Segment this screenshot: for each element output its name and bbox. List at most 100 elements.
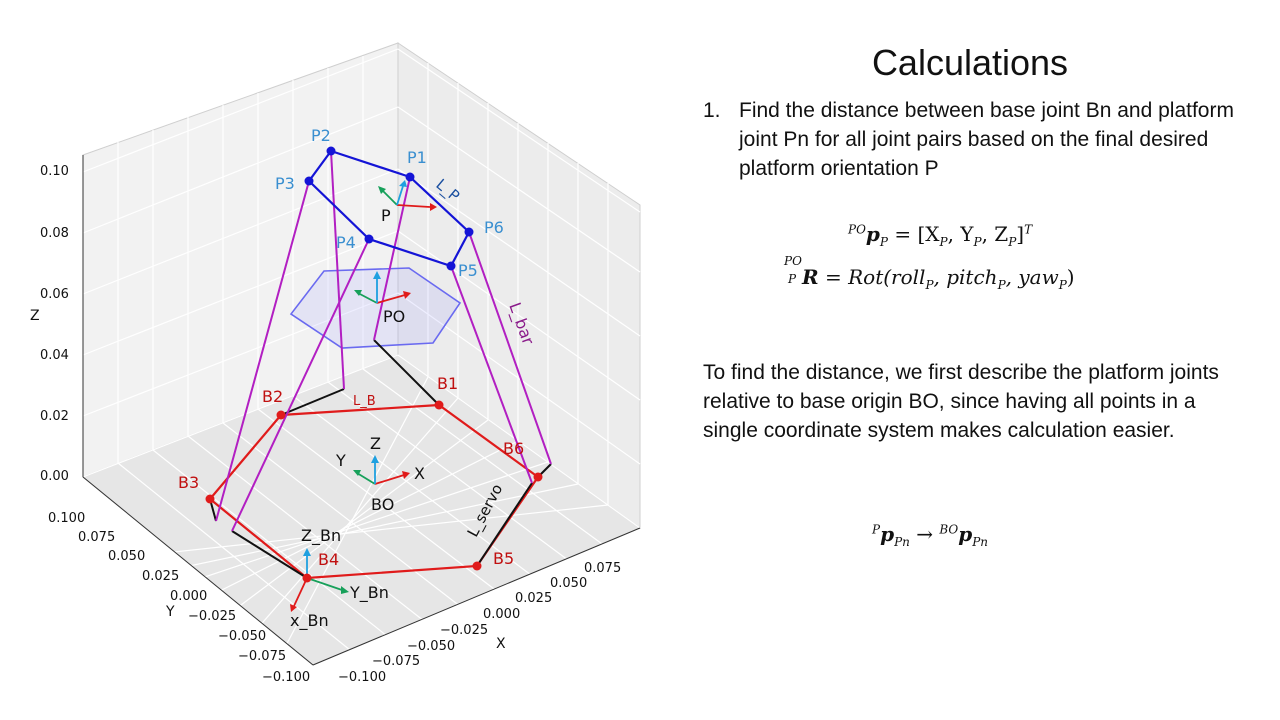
- base-joints: [205, 400, 543, 583]
- z-tick: 0.04: [40, 348, 69, 363]
- y-axis: 0.100 0.075 0.050 0.025 0.000 −0.025 −0.…: [48, 476, 314, 685]
- label-B6: B6: [503, 439, 524, 458]
- eq2-mid1: , pitch: [933, 265, 998, 289]
- joint-B3: [205, 494, 215, 504]
- eq2-pre-dn: P: [788, 272, 797, 286]
- platform-origin-hexagon: [289, 267, 462, 349]
- label-Z: Z: [370, 434, 381, 453]
- explanation-paragraph: To find the distance, we first describe …: [703, 361, 1219, 442]
- z-axis: 0.00 0.02 0.04 0.06 0.08 0.10 Z: [30, 155, 84, 484]
- eq2-end: ): [1066, 265, 1075, 289]
- joint-P4: [364, 234, 374, 244]
- joint-P1: [405, 172, 415, 182]
- label-x_Bn: x_Bn: [290, 611, 329, 631]
- z-tick: 0.00: [40, 469, 69, 484]
- eq2-lhs: R: [802, 265, 819, 289]
- y-tick: −0.075: [238, 649, 286, 664]
- label-Z_Bn: Z_Bn: [301, 526, 341, 546]
- eq2-pre-up: PO: [784, 254, 802, 268]
- platform-joints: [304, 146, 474, 271]
- eq2-sub3: P: [1058, 278, 1067, 292]
- eq3-pre1: P: [872, 522, 881, 537]
- eq2-sub1: P: [925, 278, 934, 292]
- eq3-pre2: BO: [939, 522, 959, 537]
- label-P6: P6: [484, 218, 504, 237]
- joint-P3: [304, 176, 314, 186]
- joint-P5: [446, 261, 456, 271]
- x-tick: −0.075: [372, 654, 420, 669]
- z-tick: 0.02: [40, 409, 69, 424]
- eq3-sub2: Pn: [972, 535, 989, 549]
- label-X: X: [414, 464, 425, 483]
- frame-BO: [353, 455, 410, 485]
- label-B4: B4: [318, 550, 339, 569]
- eq1-close: ]: [1016, 222, 1025, 246]
- eq1-lhs: p: [865, 222, 880, 246]
- joint-P2: [326, 146, 336, 156]
- bars: [215, 150, 552, 532]
- x-tick: 0.050: [550, 576, 587, 591]
- label-P3: P3: [275, 174, 295, 193]
- eq1-rhs: = [X: [894, 222, 940, 246]
- x-tick: −0.100: [338, 670, 386, 685]
- x-tick: 0.000: [483, 607, 520, 622]
- z-axis-label: Z: [30, 308, 40, 324]
- label-P4: P4: [336, 233, 356, 252]
- step-1: 1. Find the distance between base joint …: [703, 96, 1243, 183]
- z-tick: 0.08: [40, 226, 69, 241]
- frame-Bn: [290, 548, 349, 612]
- eq2-rhs: = Rot(roll: [824, 265, 926, 289]
- label-P1: P1: [407, 148, 427, 167]
- y-tick: −0.100: [262, 670, 310, 685]
- eq1-pre: PO: [848, 222, 866, 237]
- eq1-sup: T: [1024, 222, 1033, 237]
- label-B2: B2: [262, 387, 283, 406]
- x-tick: 0.025: [515, 591, 552, 606]
- eq2-pre: PO P: [784, 254, 802, 286]
- eq1-sub-z: P: [1008, 235, 1017, 249]
- frame-PO: [354, 271, 411, 304]
- y-tick: 0.100: [48, 511, 85, 526]
- step-text: Find the distance between base joint Bn …: [739, 99, 1234, 180]
- joint-B4: [302, 573, 312, 583]
- eq1-sub-x: P: [939, 235, 948, 249]
- eq3-arrow: →: [909, 522, 940, 546]
- label-P: P: [381, 206, 391, 225]
- equation-rotation: PO P R = Rot(rollP, pitchP, yawP): [784, 254, 1075, 292]
- x-axis: −0.100 −0.075 −0.050 −0.025 0.000 0.025 …: [312, 527, 641, 685]
- joint-B2: [276, 410, 286, 420]
- eq1-sub-y: P: [973, 235, 982, 249]
- x-axis-label: X: [496, 636, 506, 652]
- eq1-z: , Z: [981, 222, 1009, 246]
- y-tick: 0.050: [108, 549, 145, 564]
- joint-B5: [472, 561, 482, 571]
- joint-B1: [434, 400, 444, 410]
- equation-transform: PpPn → BOpPn: [872, 522, 988, 549]
- label-P2: P2: [311, 126, 331, 145]
- step-number: 1.: [703, 99, 721, 122]
- z-tick: 0.10: [40, 164, 69, 179]
- label-PO: PO: [383, 307, 405, 326]
- stewart-platform-figure: 0.00 0.02 0.04 0.06 0.08 0.10 Z 0.100 0.…: [30, 42, 642, 685]
- x-tick: −0.050: [407, 639, 455, 654]
- eq2-sub2: P: [997, 278, 1006, 292]
- label-L_B: L_B: [353, 394, 376, 409]
- eq1-lhs-sub: P: [879, 235, 888, 249]
- y-axis-label: Y: [165, 604, 175, 620]
- equation-position: POpP = [XP, YP, ZP]T: [848, 222, 1032, 249]
- figure-svg: 0.00 0.02 0.04 0.06 0.08 0.10 Z 0.100 0.…: [30, 42, 642, 685]
- eq3-sub1: Pn: [894, 535, 910, 549]
- label-Y: Y: [335, 451, 346, 470]
- x-tick: −0.025: [440, 623, 488, 638]
- joint-P6: [464, 227, 474, 237]
- y-tick: −0.050: [218, 629, 266, 644]
- eq3-p1: p: [880, 522, 895, 546]
- z-tick: 0.06: [40, 287, 69, 302]
- label-B5: B5: [493, 549, 514, 568]
- label-B1: B1: [437, 374, 458, 393]
- label-BO: BO: [371, 495, 394, 514]
- label-Y_Bn: Y_Bn: [349, 583, 389, 603]
- joint-B6: [533, 472, 543, 482]
- slide-title: Calculations: [871, 42, 1069, 83]
- frame-P: [378, 180, 437, 211]
